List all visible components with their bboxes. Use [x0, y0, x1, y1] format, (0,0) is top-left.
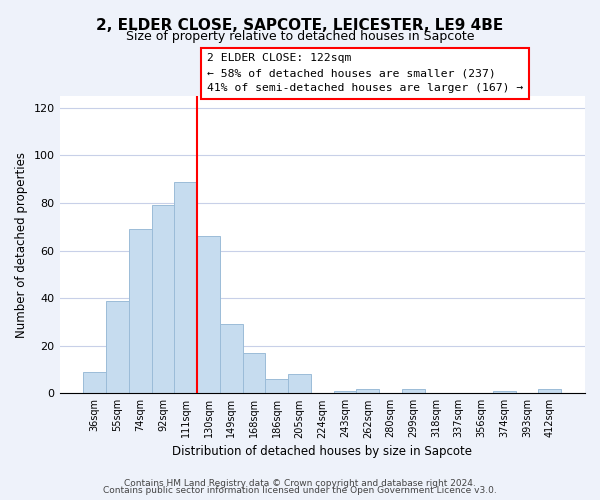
Y-axis label: Number of detached properties: Number of detached properties [15, 152, 28, 338]
Bar [152, 206, 175, 394]
Bar [265, 379, 288, 394]
Text: Contains public sector information licensed under the Open Government Licence v3: Contains public sector information licen… [103, 486, 497, 495]
Bar [356, 388, 379, 394]
Text: Size of property relative to detached houses in Sapcote: Size of property relative to detached ho… [126, 30, 474, 43]
Bar [402, 388, 425, 394]
Bar [129, 229, 152, 394]
Bar [334, 391, 356, 394]
Bar [83, 372, 106, 394]
Bar [493, 391, 515, 394]
Text: Contains HM Land Registry data © Crown copyright and database right 2024.: Contains HM Land Registry data © Crown c… [124, 478, 476, 488]
Bar [538, 388, 561, 394]
Bar [242, 353, 265, 394]
X-axis label: Distribution of detached houses by size in Sapcote: Distribution of detached houses by size … [172, 444, 472, 458]
Bar [106, 300, 129, 394]
Bar [288, 374, 311, 394]
Text: 2 ELDER CLOSE: 122sqm
← 58% of detached houses are smaller (237)
41% of semi-det: 2 ELDER CLOSE: 122sqm ← 58% of detached … [206, 54, 523, 93]
Bar [175, 182, 197, 394]
Bar [220, 324, 242, 394]
Bar [197, 236, 220, 394]
Text: 2, ELDER CLOSE, SAPCOTE, LEICESTER, LE9 4BE: 2, ELDER CLOSE, SAPCOTE, LEICESTER, LE9 … [97, 18, 503, 32]
